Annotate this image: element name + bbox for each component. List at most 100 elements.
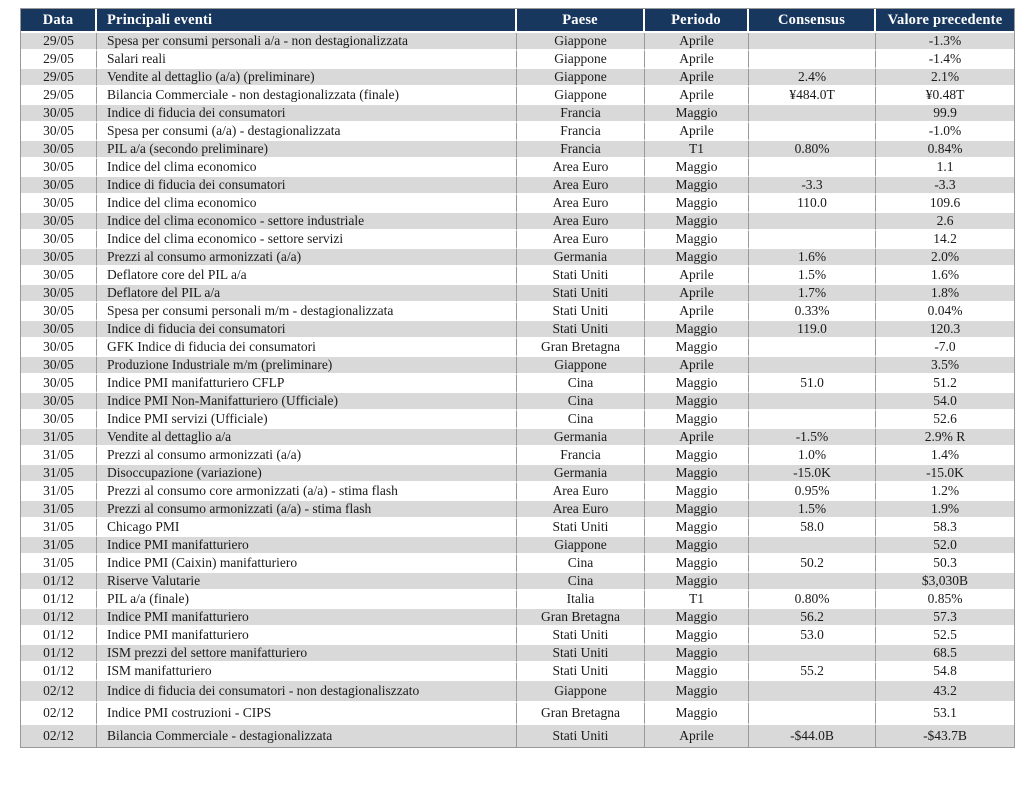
cell-valore: 0.85% xyxy=(876,591,1014,609)
table-row: 30/05 Spesa per consumi personali m/m - d… xyxy=(21,303,1014,321)
cell-periodo: T1 xyxy=(645,591,749,609)
cell-evento: Prezzi al consumo armonizzati (a/a) - st… xyxy=(97,501,517,519)
cell-valore: ¥0.48T xyxy=(876,87,1014,105)
cell-periodo: Aprile xyxy=(645,51,749,69)
cell-consensus xyxy=(749,105,876,123)
cell-valore: -$43.7B xyxy=(876,725,1014,747)
cell-valore: 14.2 xyxy=(876,231,1014,249)
cell-evento: Indice PMI Non-Manifatturiero (Ufficiale… xyxy=(97,393,517,411)
cell-data: 31/05 xyxy=(21,537,97,555)
cell-consensus: 110.0 xyxy=(749,195,876,213)
cell-consensus xyxy=(749,393,876,411)
table-row: 30/05 Indice PMI Non-Manifatturiero (Uffi… xyxy=(21,393,1014,411)
cell-evento: Indice del clima economico xyxy=(97,195,517,213)
cell-data: 31/05 xyxy=(21,519,97,537)
cell-paese: Giappone xyxy=(517,69,645,87)
table-row: 30/05 Indice di fiducia dei consumatori Fr… xyxy=(21,105,1014,123)
cell-valore: 109.6 xyxy=(876,195,1014,213)
table-row: 29/05 Bilancia Commerciale - non destagio… xyxy=(21,87,1014,105)
table-row: 30/05 PIL a/a (secondo preliminare) Franci… xyxy=(21,141,1014,159)
cell-consensus xyxy=(749,645,876,663)
table-row: 31/05 Chicago PMI Stati Uniti Maggio 58.0 58.… xyxy=(21,519,1014,537)
cell-periodo: Aprile xyxy=(645,303,749,321)
cell-data: 30/05 xyxy=(21,195,97,213)
cell-consensus: 1.5% xyxy=(749,267,876,285)
cell-periodo: Maggio xyxy=(645,663,749,681)
cell-periodo: Maggio xyxy=(645,105,749,123)
cell-data: 02/12 xyxy=(21,703,97,725)
cell-consensus: -$44.0B xyxy=(749,725,876,747)
cell-valore: -3.3 xyxy=(876,177,1014,195)
cell-data: 02/12 xyxy=(21,681,97,703)
cell-data: 30/05 xyxy=(21,105,97,123)
cell-data: 30/05 xyxy=(21,339,97,357)
table-row: 30/05 Indice del clima economico Area Euro… xyxy=(21,195,1014,213)
cell-data: 30/05 xyxy=(21,267,97,285)
cell-consensus xyxy=(749,33,876,51)
cell-data: 31/05 xyxy=(21,483,97,501)
cell-valore: -1.3% xyxy=(876,33,1014,51)
cell-consensus: 56.2 xyxy=(749,609,876,627)
cell-evento: GFK Indice di fiducia dei consumatori xyxy=(97,339,517,357)
cell-data: 01/12 xyxy=(21,627,97,645)
cell-valore: 54.8 xyxy=(876,663,1014,681)
cell-consensus xyxy=(749,213,876,231)
economic-calendar-table: Data Principali eventi Paese Periodo Consens… xyxy=(20,8,1015,748)
cell-consensus: 1.5% xyxy=(749,501,876,519)
cell-periodo: Maggio xyxy=(645,411,749,429)
cell-valore: -7.0 xyxy=(876,339,1014,357)
cell-valore: 120.3 xyxy=(876,321,1014,339)
cell-valore: 1.9% xyxy=(876,501,1014,519)
cell-periodo: Aprile xyxy=(645,725,749,747)
cell-consensus xyxy=(749,681,876,703)
cell-data: 31/05 xyxy=(21,429,97,447)
table-row: 29/05 Spesa per consumi personali a/a - n… xyxy=(21,33,1014,51)
cell-paese: Area Euro xyxy=(517,159,645,177)
cell-evento: Salari reali xyxy=(97,51,517,69)
cell-data: 02/12 xyxy=(21,725,97,747)
cell-consensus xyxy=(749,537,876,555)
cell-valore: 43.2 xyxy=(876,681,1014,703)
cell-periodo: Maggio xyxy=(645,609,749,627)
cell-evento: Indice del clima economico - settore ind… xyxy=(97,213,517,231)
cell-data: 31/05 xyxy=(21,447,97,465)
cell-consensus xyxy=(749,159,876,177)
table-row: 31/05 Vendite al dettaglio a/a Germania Apr… xyxy=(21,429,1014,447)
cell-valore: 1.4% xyxy=(876,447,1014,465)
cell-evento: Vendite al dettaglio a/a xyxy=(97,429,517,447)
cell-evento: Indice PMI costruzioni - CIPS xyxy=(97,703,517,725)
cell-periodo: Maggio xyxy=(645,519,749,537)
cell-valore: 0.04% xyxy=(876,303,1014,321)
cell-periodo: Aprile xyxy=(645,285,749,303)
table-row: 29/05 Vendite al dettaglio (a/a) (prelimi… xyxy=(21,69,1014,87)
cell-evento: Chicago PMI xyxy=(97,519,517,537)
table-row: 30/05 GFK Indice di fiducia dei consumato… xyxy=(21,339,1014,357)
cell-valore: 58.3 xyxy=(876,519,1014,537)
cell-data: 01/12 xyxy=(21,663,97,681)
cell-valore: 2.0% xyxy=(876,249,1014,267)
cell-paese: Francia xyxy=(517,141,645,159)
cell-evento: ISM prezzi del settore manifatturiero xyxy=(97,645,517,663)
cell-evento: Indice PMI servizi (Ufficiale) xyxy=(97,411,517,429)
column-header-periodo: Periodo xyxy=(645,9,749,33)
cell-evento: Indice PMI manifatturiero xyxy=(97,609,517,627)
cell-evento: Bilancia Commerciale - non destagionaliz… xyxy=(97,87,517,105)
cell-paese: Area Euro xyxy=(517,177,645,195)
cell-consensus: 1.6% xyxy=(749,249,876,267)
cell-data: 30/05 xyxy=(21,159,97,177)
cell-consensus xyxy=(749,339,876,357)
cell-paese: Cina xyxy=(517,573,645,591)
cell-consensus: 0.95% xyxy=(749,483,876,501)
cell-evento: Indice del clima economico - settore ser… xyxy=(97,231,517,249)
cell-valore: 53.1 xyxy=(876,703,1014,725)
column-header-valore: Valore precedente xyxy=(876,9,1014,33)
cell-evento: Indice di fiducia dei consumatori xyxy=(97,321,517,339)
cell-consensus: 0.33% xyxy=(749,303,876,321)
cell-paese: Germania xyxy=(517,465,645,483)
cell-evento: PIL a/a (finale) xyxy=(97,591,517,609)
cell-evento: Indice PMI (Caixin) manifatturiero xyxy=(97,555,517,573)
cell-data: 01/12 xyxy=(21,573,97,591)
cell-periodo: Maggio xyxy=(645,483,749,501)
column-header-paese: Paese xyxy=(517,9,645,33)
table-row: 02/12 Indice di fiducia dei consumatori -… xyxy=(21,681,1014,703)
